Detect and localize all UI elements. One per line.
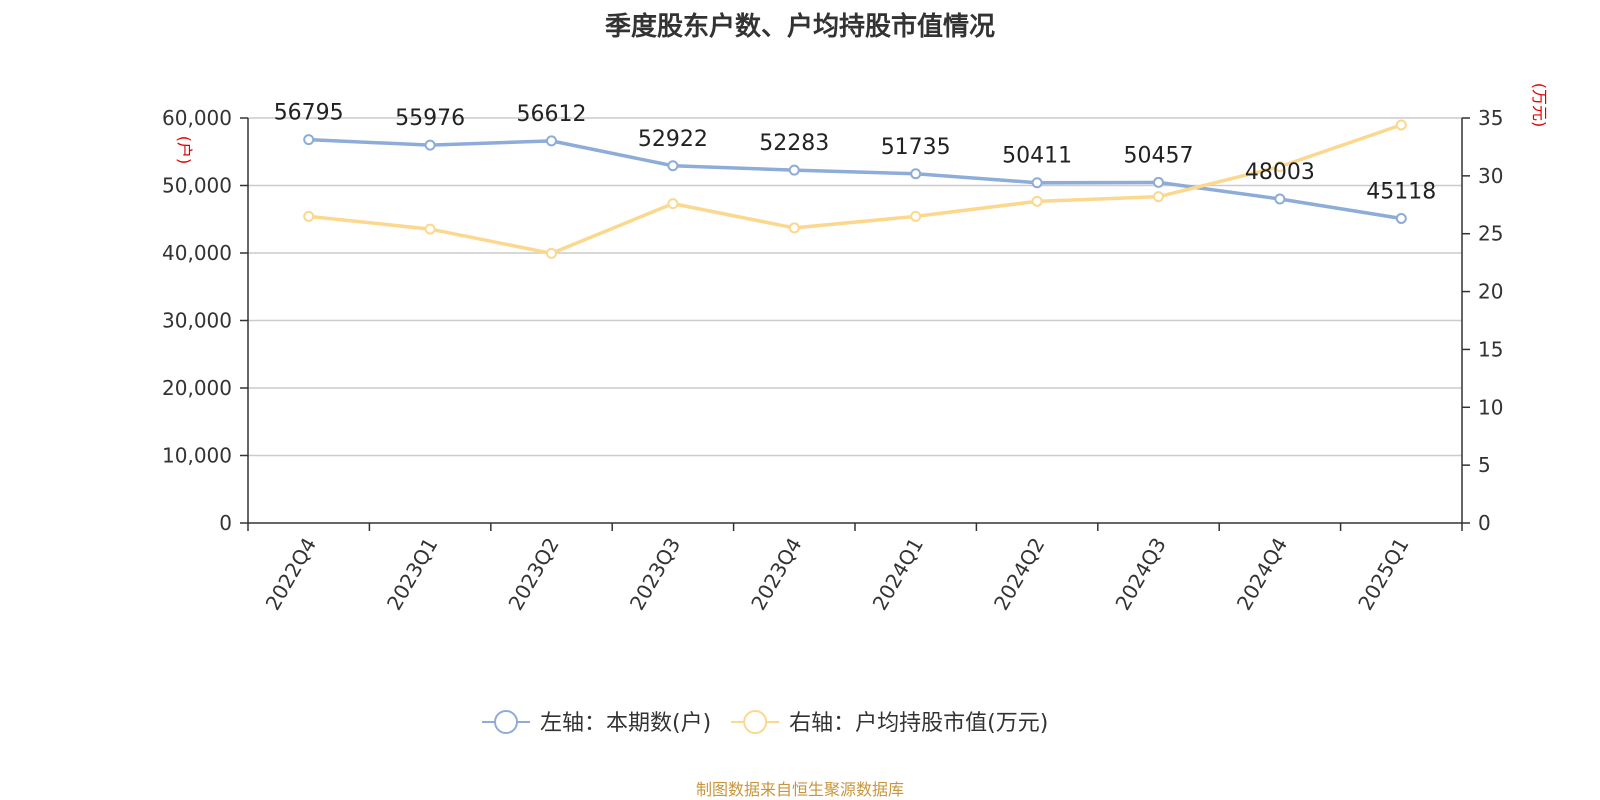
chart-canvas: 010,00020,00030,00040,00050,00060,000051… xyxy=(162,83,1549,736)
right-axis-tick-label: 30 xyxy=(1478,164,1503,188)
series-point-1 xyxy=(303,134,315,146)
series-point-2 xyxy=(1153,191,1164,203)
data-labels: 56795 55976 56612 52922 52283 51735 50411 50457… xyxy=(274,101,1437,205)
left-axis-unit: (户) xyxy=(175,136,194,165)
series-point-2 xyxy=(1395,119,1407,131)
x-axis-tick-label: 2024Q1 xyxy=(868,534,928,615)
right-axis-tick-label: 5 xyxy=(1478,453,1491,477)
right-axis-tick-label: 0 xyxy=(1478,511,1491,535)
series-point-2 xyxy=(424,223,436,235)
axes: 010,00020,00030,00040,00050,00060,000051… xyxy=(162,83,1549,614)
x-axis-tick-label: 2022Q4 xyxy=(261,534,321,615)
left-axis-tick-label: 50,000 xyxy=(162,174,232,198)
data-label: 51735 xyxy=(881,135,951,160)
series-point-2 xyxy=(910,210,922,222)
data-label: 56612 xyxy=(517,102,587,127)
left-axis-tick-label: 20,000 xyxy=(162,376,232,400)
data-label: 48003 xyxy=(1245,160,1315,185)
right-axis-unit: (万元) xyxy=(1530,83,1549,128)
series-point-1 xyxy=(788,164,800,176)
series-point-2 xyxy=(546,247,557,259)
legend-label-1: 左轴：本期数(户) xyxy=(540,711,711,736)
series-point-2 xyxy=(667,198,679,210)
x-axis-tick-label: 2023Q4 xyxy=(746,534,806,615)
legend-marker-1 xyxy=(494,710,518,734)
series-point-1 xyxy=(424,139,436,151)
left-axis-tick-label: 60,000 xyxy=(162,106,232,130)
data-label: 45118 xyxy=(1366,179,1436,204)
x-axis-tick-label: 2023Q2 xyxy=(503,534,563,615)
left-axis-tick-label: 10,000 xyxy=(162,444,232,468)
x-axis-tick-label: 2023Q1 xyxy=(382,534,442,615)
series-point-1 xyxy=(910,168,922,180)
series-layer xyxy=(303,119,1407,259)
data-label: 55976 xyxy=(395,106,465,131)
grid-lines xyxy=(248,117,1462,457)
legend-marker-2 xyxy=(743,710,768,734)
series-line-2 xyxy=(308,123,1402,256)
series-point-2 xyxy=(303,210,315,222)
chart-title: 季度股东户数、户均持股市值情况 xyxy=(604,12,995,42)
left-axis-tick-label: 40,000 xyxy=(162,241,232,265)
left-axis-tick-label: 30,000 xyxy=(162,309,232,333)
series-point-1 xyxy=(1395,212,1407,224)
legend-label-2: 右轴：户均持股市值(万元) xyxy=(789,711,1048,736)
series-line-1 xyxy=(308,137,1402,221)
series-point-2 xyxy=(1031,195,1043,207)
data-label: 50457 xyxy=(1124,143,1194,168)
right-axis-tick-label: 20 xyxy=(1478,280,1503,304)
left-axis-tick-label: 0 xyxy=(219,511,232,535)
right-axis-tick-label: 10 xyxy=(1478,395,1503,419)
series-point-1 xyxy=(1153,176,1164,188)
x-axis-tick-label: 2024Q3 xyxy=(1110,534,1170,615)
series-point-1 xyxy=(546,135,557,147)
series-point-1 xyxy=(1031,177,1043,189)
series-point-2 xyxy=(788,222,800,234)
x-axis-tick-label: 2023Q3 xyxy=(625,534,685,615)
legend: 左轴：本期数(户) 右轴：户均持股市值(万元) xyxy=(482,710,1048,736)
right-axis-tick-label: 25 xyxy=(1478,222,1503,246)
right-axis-tick-label: 35 xyxy=(1478,106,1503,130)
right-axis-tick-label: 15 xyxy=(1478,337,1503,361)
data-label: 52922 xyxy=(638,127,708,152)
data-label: 56795 xyxy=(274,101,344,126)
x-axis-tick-label: 2025Q1 xyxy=(1353,534,1413,615)
x-axis-tick-label: 2024Q4 xyxy=(1232,534,1292,615)
x-axis-tick-label: 2024Q2 xyxy=(989,534,1049,615)
series-point-1 xyxy=(1274,193,1286,205)
source-note: 制图数据来自恒生聚源数据库 xyxy=(695,780,904,799)
data-label: 50411 xyxy=(1002,144,1072,169)
data-label: 52283 xyxy=(759,131,829,156)
series-point-2 xyxy=(1274,161,1286,173)
series-point-1 xyxy=(667,160,679,172)
